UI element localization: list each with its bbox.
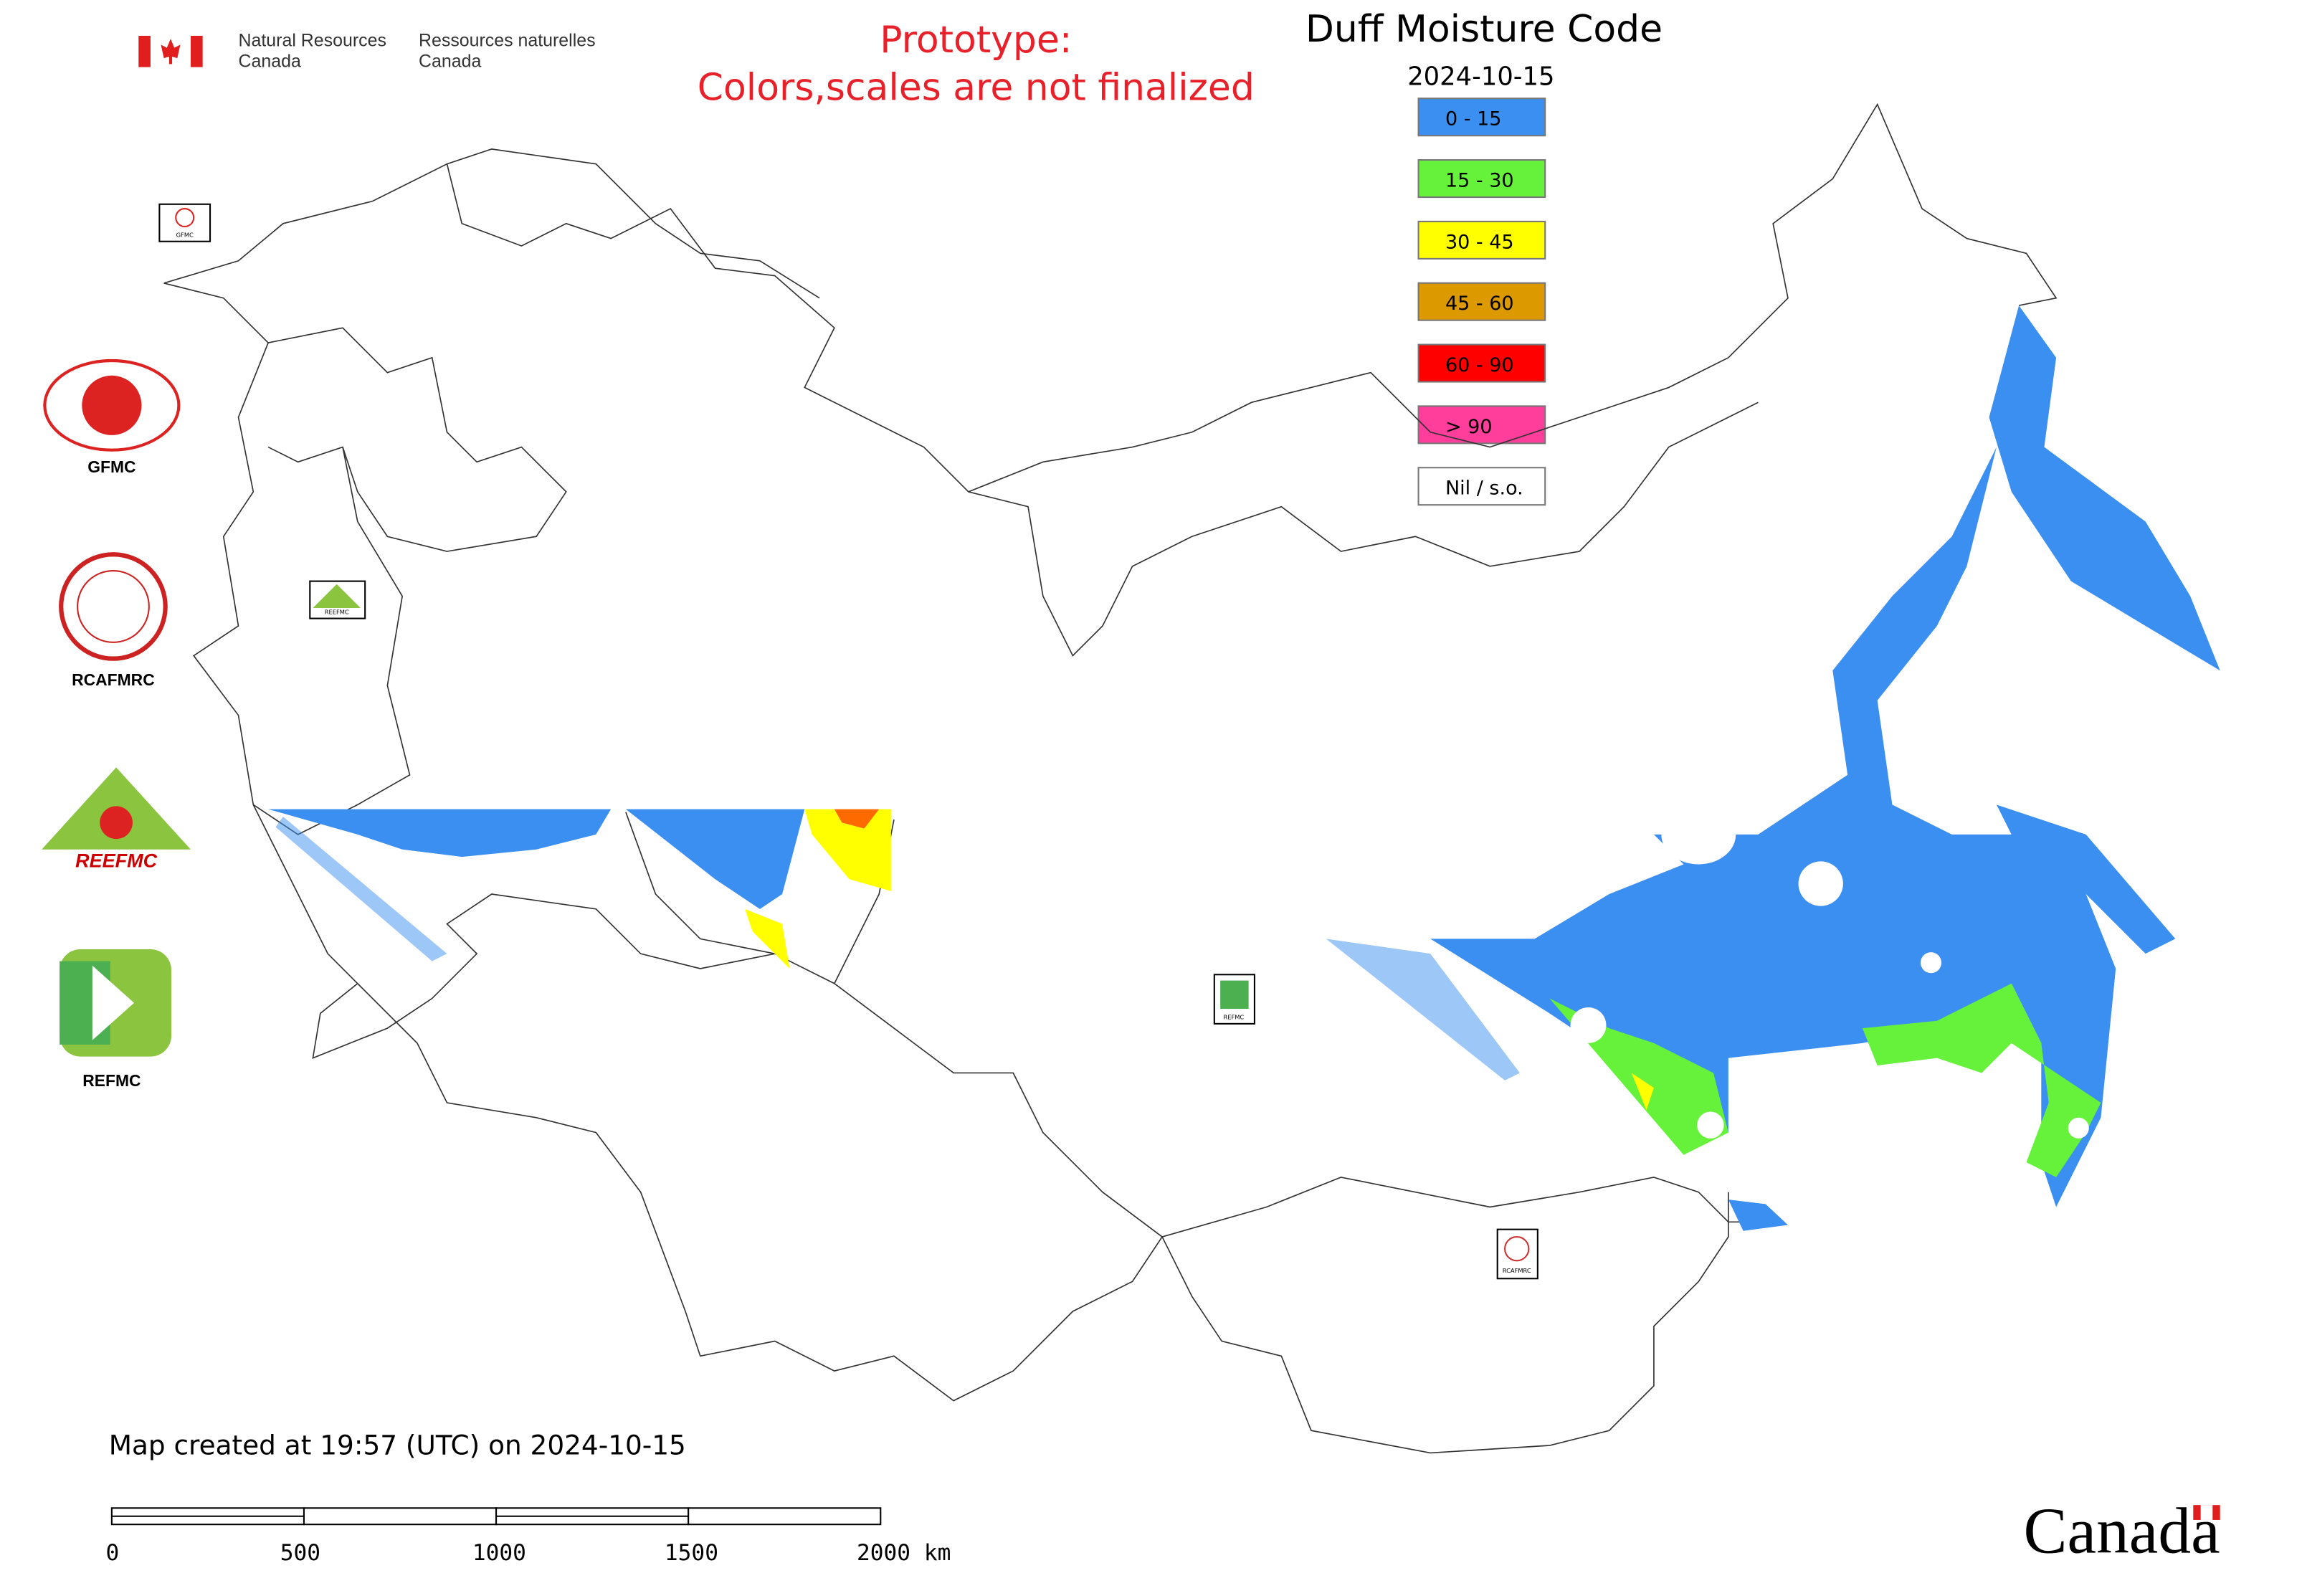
agency-en: Natural Resources: [239, 30, 386, 50]
legend-swatch: [1417, 467, 1546, 506]
marker-label: REFMC: [1223, 1014, 1244, 1021]
prototype-notice: Prototype:: [880, 19, 1072, 62]
agency-fr: Ressources naturelles: [419, 30, 596, 50]
date: 2024-10-15: [1407, 62, 1554, 92]
dmc-field: [268, 305, 2220, 1231]
title: Duff Moisture Code: [1305, 8, 1663, 51]
prototype-notice: Colors,scales are not finalized: [698, 66, 1255, 109]
scale-segment: [303, 1507, 498, 1526]
scale-label: 2000 km: [857, 1540, 951, 1566]
legend-label: > 90: [1445, 416, 1493, 438]
logo-label: REFMC: [82, 1071, 141, 1090]
legend-swatch: [1417, 405, 1546, 445]
agency-en: Canada: [239, 52, 301, 72]
logo-label: REEFMC: [75, 850, 158, 872]
legend-swatch: [1417, 343, 1546, 383]
legend-label: 15 - 30: [1445, 169, 1514, 191]
logo-label: GFMC: [87, 457, 135, 476]
legend-swatch: [1417, 98, 1546, 137]
legend-label: 60 - 90: [1445, 354, 1514, 376]
agency-fr: Canada: [419, 52, 481, 72]
scale-bar: 0 500 1000 1500 2000 km: [106, 1507, 951, 1566]
scale-label: 1500: [665, 1540, 718, 1566]
marker-label: RCAFMRC: [1503, 1267, 1531, 1274]
legend-swatch: [1417, 159, 1546, 199]
canada-wordmark: Canada: [2024, 1495, 2220, 1567]
scale-label: 0: [106, 1540, 120, 1566]
legend-swatch: [1417, 282, 1546, 321]
map-markers: GFMC REEFMC REFMC RCAFMRC: [158, 203, 1538, 1280]
footer-note: Map created at 19:57 (UTC) on 2024-10-15: [109, 1429, 686, 1460]
scale-segment: [688, 1507, 882, 1526]
nrcan-signature: Natural Resources Canada Ressources natu…: [138, 30, 596, 72]
legend-label: 0 - 15: [1445, 108, 1501, 130]
scale-label: 1000: [472, 1540, 526, 1566]
scale-label: 500: [280, 1540, 320, 1566]
legend-label: Nil / s.o.: [1445, 478, 1523, 500]
side-logos: GFMC RCAFMRC REEFMC REFMC: [42, 358, 191, 1090]
marker-label: GFMC: [176, 232, 194, 239]
logo-label: RCAFMRC: [72, 670, 155, 689]
legend-label: 30 - 45: [1445, 231, 1514, 253]
base-map: [163, 103, 2058, 1454]
marker-label: REEFMC: [325, 608, 349, 615]
legend: 0 - 15 15 - 30 30 - 45 45 - 60 60 - 90 > 90 Ni…: [1417, 98, 1546, 506]
legend-label: 45 - 60: [1445, 293, 1514, 315]
legend-swatch: [1417, 220, 1546, 260]
